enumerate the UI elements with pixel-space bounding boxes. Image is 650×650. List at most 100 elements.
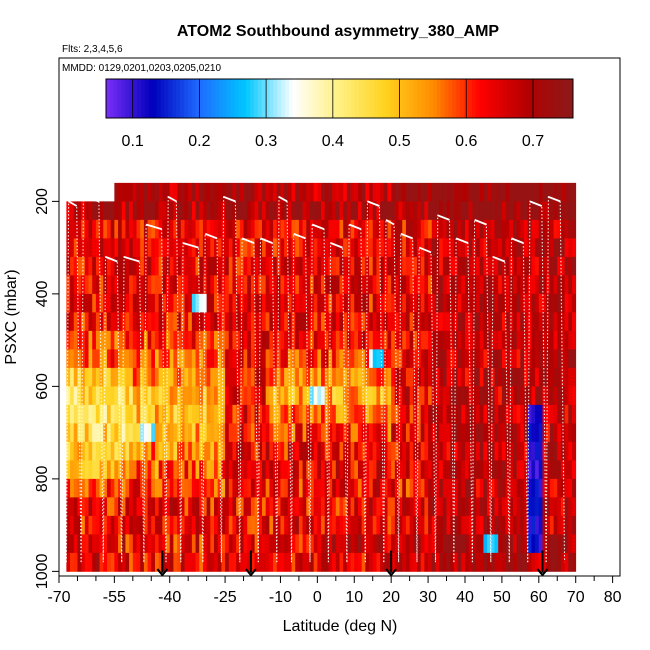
heatmap-cell — [225, 367, 230, 387]
heatmap-cell — [92, 552, 97, 572]
colorbar-cell — [358, 79, 364, 118]
heatmap-cell — [428, 349, 433, 369]
heatmap-cell — [103, 349, 108, 369]
heatmap-cell — [442, 256, 447, 276]
heatmap-cell — [154, 219, 160, 239]
heatmap-cell — [84, 293, 89, 313]
heatmap-cell — [549, 349, 554, 369]
heatmap-cell — [247, 201, 252, 221]
heatmap-cell — [428, 293, 433, 313]
heatmap-cell — [77, 293, 82, 313]
heatmap-cell — [306, 552, 311, 572]
heatmap-cell — [225, 534, 230, 554]
heatmap-cell — [450, 238, 455, 258]
heatmap-cell — [177, 182, 182, 202]
colorbar-cell — [257, 79, 263, 118]
heatmap-cell — [166, 552, 171, 572]
heatmap-cell — [276, 404, 281, 424]
heatmap-cell — [313, 552, 318, 572]
heatmap-cell — [483, 349, 488, 369]
heatmap-cell — [549, 404, 554, 424]
colorbar-cell — [187, 79, 193, 118]
heatmap-cell — [527, 515, 532, 535]
heatmap-cell — [284, 386, 289, 406]
heatmap-cell — [516, 534, 521, 554]
heatmap-cell — [487, 256, 492, 276]
heatmap-cell — [557, 275, 562, 295]
heatmap-cell — [140, 330, 145, 350]
heatmap-cell — [346, 312, 351, 332]
heatmap-cell — [376, 367, 381, 387]
heatmap-cell — [343, 404, 348, 424]
heatmap-cell — [524, 201, 529, 221]
heatmap-cell — [136, 238, 141, 258]
heatmap-cell — [520, 238, 525, 258]
x-tick-label: 50 — [493, 589, 511, 606]
heatmap-cell — [498, 460, 503, 480]
heatmap-cell — [254, 441, 259, 461]
colorbar-cell — [113, 79, 119, 118]
heatmap-cell — [110, 238, 115, 258]
heatmap-cell — [365, 534, 370, 554]
heatmap-cell — [549, 534, 554, 554]
heatmap-cell — [394, 275, 399, 295]
x-tick-label: -40 — [158, 589, 181, 606]
heatmap-cell — [199, 349, 204, 369]
heatmap-cell — [568, 497, 573, 517]
heatmap-cell — [250, 552, 256, 572]
heatmap-cell — [398, 404, 403, 424]
heatmap-cell — [328, 219, 333, 239]
heatmap-cell — [424, 275, 429, 295]
heatmap-cell — [125, 534, 130, 554]
heatmap-cell — [88, 515, 93, 535]
heatmap-cell — [524, 219, 529, 239]
heatmap-cell — [520, 275, 525, 295]
heatmap-cell — [424, 201, 429, 221]
heatmap-cell — [228, 256, 233, 276]
heatmap-cell — [420, 275, 425, 295]
heatmap-cell — [114, 293, 119, 313]
heatmap-cell — [184, 404, 189, 424]
heatmap-cell — [339, 367, 344, 387]
heatmap-cell — [376, 275, 381, 295]
heatmap-cell — [420, 293, 425, 313]
heatmap-cell — [106, 367, 112, 387]
heatmap-cell — [501, 312, 506, 332]
heatmap-cell — [221, 478, 226, 498]
heatmap-cell — [391, 441, 396, 461]
heatmap-cell — [313, 460, 318, 480]
heatmap-cell — [557, 534, 562, 554]
heatmap-cell — [188, 293, 193, 313]
heatmap-cell — [335, 330, 340, 350]
heatmap-cell — [317, 219, 322, 239]
heatmap-cell — [188, 423, 193, 443]
heatmap-cell — [501, 441, 506, 461]
heatmap-cell — [483, 386, 488, 406]
heatmap-cell — [236, 182, 241, 202]
heatmap-cell — [402, 367, 407, 387]
heatmap-cell — [361, 201, 366, 221]
heatmap-cell — [81, 404, 86, 424]
heatmap-cell — [564, 256, 569, 276]
heatmap-cell — [184, 534, 189, 554]
heatmap-cell — [295, 275, 300, 295]
heatmap-cell — [243, 386, 248, 406]
heatmap-cell — [487, 293, 492, 313]
heatmap-cell — [409, 238, 414, 258]
heatmap-cell — [243, 182, 248, 202]
heatmap-cell — [428, 460, 433, 480]
heatmap-cell — [350, 497, 355, 517]
colorbar-cell — [432, 79, 438, 118]
heatmap-cell — [450, 256, 455, 276]
heatmap-cell — [387, 404, 392, 424]
heatmap-cell — [564, 441, 569, 461]
heatmap-cell — [383, 349, 388, 369]
heatmap-cell — [273, 460, 278, 480]
heatmap-cell — [372, 441, 377, 461]
heatmap-cell — [431, 201, 436, 221]
heatmap-cell — [99, 478, 104, 498]
heatmap-cell — [225, 219, 230, 239]
heatmap-cell — [549, 367, 554, 387]
heatmap-cell — [498, 330, 503, 350]
heatmap-cell — [350, 238, 355, 258]
